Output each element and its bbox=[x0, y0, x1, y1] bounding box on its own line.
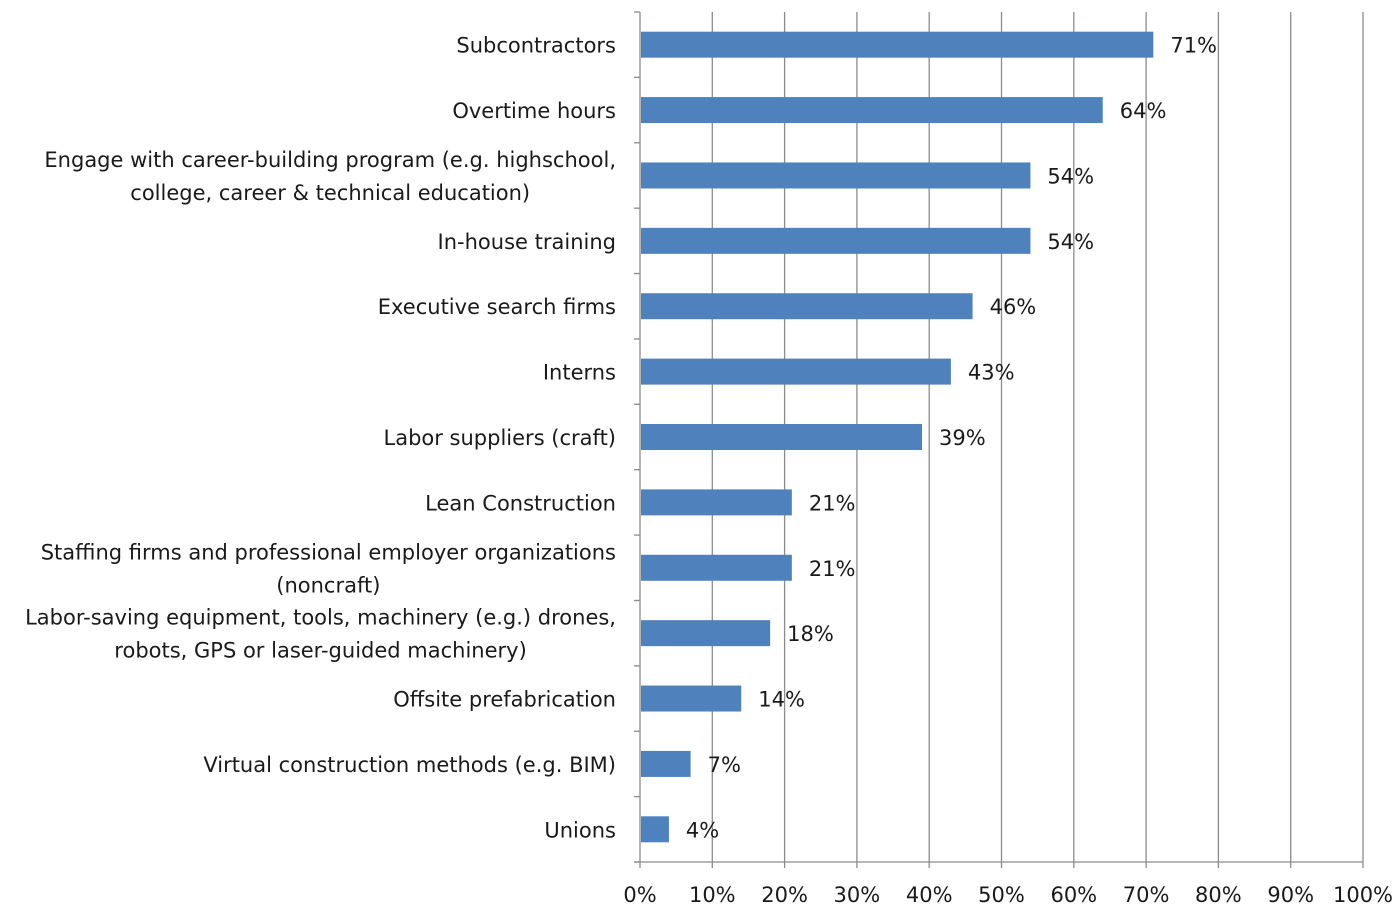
x-tick-label: 100% bbox=[1333, 883, 1393, 907]
category-label: Labor suppliers (craft) bbox=[384, 426, 617, 450]
category-label: In-house training bbox=[438, 230, 616, 254]
data-label: 14% bbox=[758, 688, 805, 712]
bar bbox=[641, 620, 771, 647]
data-label: 54% bbox=[1047, 164, 1094, 188]
bar bbox=[641, 97, 1103, 124]
bar bbox=[641, 358, 951, 385]
x-tick-label: 80% bbox=[1195, 883, 1242, 907]
axes bbox=[634, 11, 1364, 868]
data-label: 4% bbox=[686, 818, 719, 842]
category-label-line: robots, GPS or laser-guided machinery) bbox=[114, 639, 526, 663]
category-label-line: (noncraft) bbox=[276, 573, 380, 597]
data-label: 54% bbox=[1047, 230, 1094, 254]
category-label-line: Lean Construction bbox=[425, 491, 616, 515]
category-label-line: Unions bbox=[544, 818, 616, 842]
category-label-line: Labor-saving equipment, tools, machinery… bbox=[25, 606, 616, 630]
bar bbox=[641, 227, 1031, 254]
category-label: Lean Construction bbox=[425, 491, 616, 515]
data-label: 64% bbox=[1120, 99, 1167, 123]
bar bbox=[641, 293, 973, 320]
labels: 0% 10% 20% 30% 40% 50% 60% 70% 80% 90% 100% 71% Subc… bbox=[25, 34, 1393, 907]
x-tick-label: 0% bbox=[623, 883, 656, 907]
category-label: Interns bbox=[543, 361, 616, 385]
x-tick-label: 30% bbox=[834, 883, 881, 907]
data-label: 18% bbox=[787, 622, 834, 646]
category-label-line: Labor suppliers (craft) bbox=[384, 426, 617, 450]
gridlines bbox=[711, 12, 1364, 862]
category-label-line: Offsite prefabrication bbox=[393, 688, 616, 712]
bars bbox=[641, 31, 1154, 843]
x-tick-label: 70% bbox=[1123, 883, 1170, 907]
bar bbox=[641, 162, 1031, 189]
category-label: Staffing firms and professional employer… bbox=[41, 540, 616, 597]
data-label: 71% bbox=[1170, 34, 1217, 58]
category-label-line: In-house training bbox=[438, 230, 616, 254]
category-label: Virtual construction methods (e.g. BIM) bbox=[203, 753, 616, 777]
x-tick-label: 90% bbox=[1267, 883, 1314, 907]
x-tick-label: 50% bbox=[978, 883, 1025, 907]
bar bbox=[641, 750, 691, 777]
bar bbox=[641, 554, 792, 581]
bar bbox=[641, 31, 1154, 58]
category-label: Overtime hours bbox=[452, 99, 616, 123]
bar bbox=[641, 685, 742, 712]
x-tick-label: 10% bbox=[689, 883, 736, 907]
data-label: 21% bbox=[809, 491, 856, 515]
category-label: Unions bbox=[544, 818, 616, 842]
bar bbox=[641, 424, 922, 450]
bar bbox=[641, 489, 792, 516]
category-label-line: Virtual construction methods (e.g. BIM) bbox=[203, 753, 616, 777]
x-tick-label: 40% bbox=[906, 883, 953, 907]
data-label: 7% bbox=[708, 753, 741, 777]
data-label: 43% bbox=[968, 361, 1015, 385]
category-label-line: Subcontractors bbox=[456, 34, 616, 58]
category-label: Subcontractors bbox=[456, 34, 616, 58]
x-tick-label: 20% bbox=[761, 883, 808, 907]
x-tick-label: 60% bbox=[1050, 883, 1097, 907]
data-label: 46% bbox=[990, 295, 1037, 319]
category-label: Offsite prefabrication bbox=[393, 688, 616, 712]
category-label-line: Engage with career-building program (e.g… bbox=[44, 148, 616, 172]
bar bbox=[641, 816, 669, 843]
category-label-line: Executive search firms bbox=[378, 295, 616, 319]
category-label: Executive search firms bbox=[378, 295, 616, 319]
category-label: Labor-saving equipment, tools, machinery… bbox=[25, 606, 616, 663]
data-label: 21% bbox=[809, 557, 856, 581]
category-label-line: Overtime hours bbox=[452, 99, 616, 123]
category-label-line: college, career & technical education) bbox=[130, 181, 530, 205]
category-label-line: Interns bbox=[543, 361, 616, 385]
data-label: 39% bbox=[939, 426, 986, 450]
category-label: Engage with career-building program (e.g… bbox=[44, 148, 616, 205]
category-label-line: Staffing firms and professional employer… bbox=[41, 540, 616, 564]
